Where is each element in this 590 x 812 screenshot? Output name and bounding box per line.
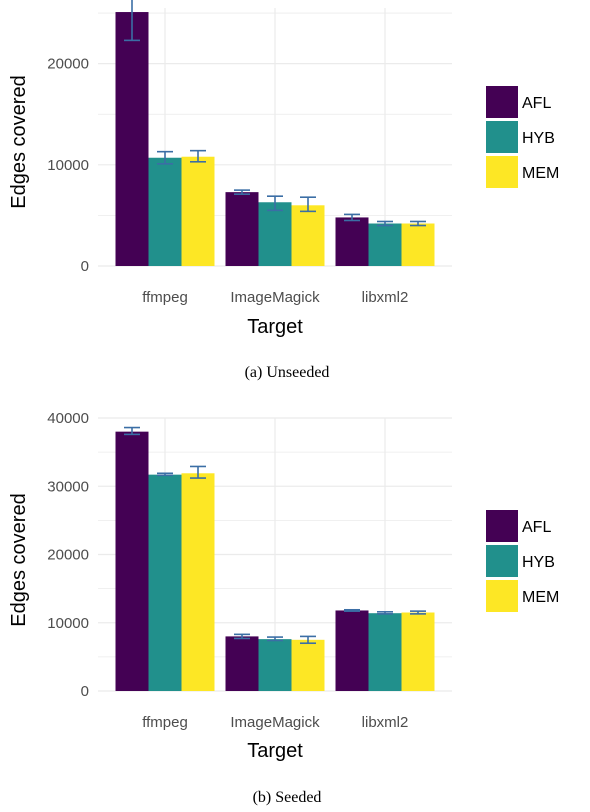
bars	[115, 431, 435, 691]
y-tick-labels: 0 10000 20000 30000 40000	[47, 410, 89, 700]
bar-afl-ffmpeg	[115, 12, 149, 267]
y-tick-label: 20000	[47, 56, 89, 73]
bar-hyb-libxml2	[368, 223, 402, 266]
x-tick-label-ffmpeg: ffmpeg	[142, 289, 188, 306]
legend-label-hyb: HYB	[522, 554, 555, 571]
legend-label-afl: AFL	[522, 95, 551, 112]
legend-label-mem: MEM	[522, 589, 559, 606]
y-tick-label: 10000	[47, 615, 89, 632]
y-tick-label: 10000	[47, 157, 89, 174]
legend-swatch-mem	[486, 580, 518, 612]
x-axis-title: Target	[247, 740, 303, 762]
error-bars	[124, 426, 426, 645]
legend-swatch-afl	[486, 510, 518, 542]
bar-hyb-libxml2	[368, 613, 402, 691]
y-axis-title: Edges covered	[8, 75, 30, 208]
legend-swatch-hyb	[486, 545, 518, 577]
bar-afl-ffmpeg	[115, 431, 149, 691]
chart-seeded-svg: 0 10000 20000 30000 40000 ffmpeg ImageMagick l…	[8, 410, 559, 806]
legend-label-mem: MEM	[522, 165, 559, 182]
bar-hyb-ffmpeg	[148, 157, 182, 266]
bar-hyb-imagemagick	[258, 639, 292, 691]
bars	[115, 12, 435, 267]
x-tick-label-libxml2: libxml2	[362, 289, 409, 306]
y-tick-label: 0	[81, 258, 89, 275]
x-tick-labels: ffmpeg ImageMagick libxml2	[142, 289, 408, 306]
bar-mem-ffmpeg	[181, 473, 215, 691]
bar-mem-imagemagick	[291, 205, 325, 266]
y-tick-label: 30000	[47, 478, 89, 495]
x-tick-label-ffmpeg: ffmpeg	[142, 714, 188, 731]
bar-mem-libxml2	[401, 223, 435, 266]
bar-afl-imagemagick	[225, 636, 259, 691]
bar-afl-imagemagick	[225, 192, 259, 266]
caption: (b) Seeded	[253, 789, 322, 806]
chart-unseeded: 0 10000 20000 ffmpeg ImageMagick libxml2 Edg…	[0, 0, 590, 395]
legend-swatch-mem	[486, 156, 518, 188]
bar-afl-libxml2	[335, 610, 369, 691]
chart-seeded: 0 10000 20000 30000 40000 ffmpeg ImageMagick l…	[0, 400, 590, 812]
x-tick-label-libxml2: libxml2	[362, 714, 409, 731]
legend: AFL HYB MEM	[486, 510, 559, 612]
x-tick-label-imagemagick: ImageMagick	[230, 714, 320, 731]
x-tick-label-imagemagick: ImageMagick	[230, 289, 320, 306]
y-tick-label: 0	[81, 683, 89, 700]
legend-label-afl: AFL	[522, 519, 551, 536]
caption: (a) Unseeded	[245, 364, 330, 381]
error-bars	[124, 0, 426, 227]
bar-mem-libxml2	[401, 612, 435, 691]
y-axis-title: Edges covered	[8, 493, 30, 626]
legend-swatch-afl	[486, 86, 518, 118]
y-tick-label: 40000	[47, 410, 89, 427]
y-tick-labels: 0 10000 20000	[47, 56, 89, 275]
bar-afl-libxml2	[335, 217, 369, 266]
x-axis-title: Target	[247, 316, 303, 338]
bar-hyb-imagemagick	[258, 202, 292, 266]
bar-hyb-ffmpeg	[148, 474, 182, 691]
x-tick-labels: ffmpeg ImageMagick libxml2	[142, 714, 408, 731]
bar-mem-imagemagick	[291, 639, 325, 691]
bar-mem-ffmpeg	[181, 156, 215, 266]
chart-unseeded-svg: 0 10000 20000 ffmpeg ImageMagick libxml2 Edg…	[8, 0, 559, 381]
legend-label-hyb: HYB	[522, 130, 555, 147]
legend-swatch-hyb	[486, 121, 518, 153]
legend: AFL HYB MEM	[486, 86, 559, 188]
y-tick-label: 20000	[47, 547, 89, 564]
